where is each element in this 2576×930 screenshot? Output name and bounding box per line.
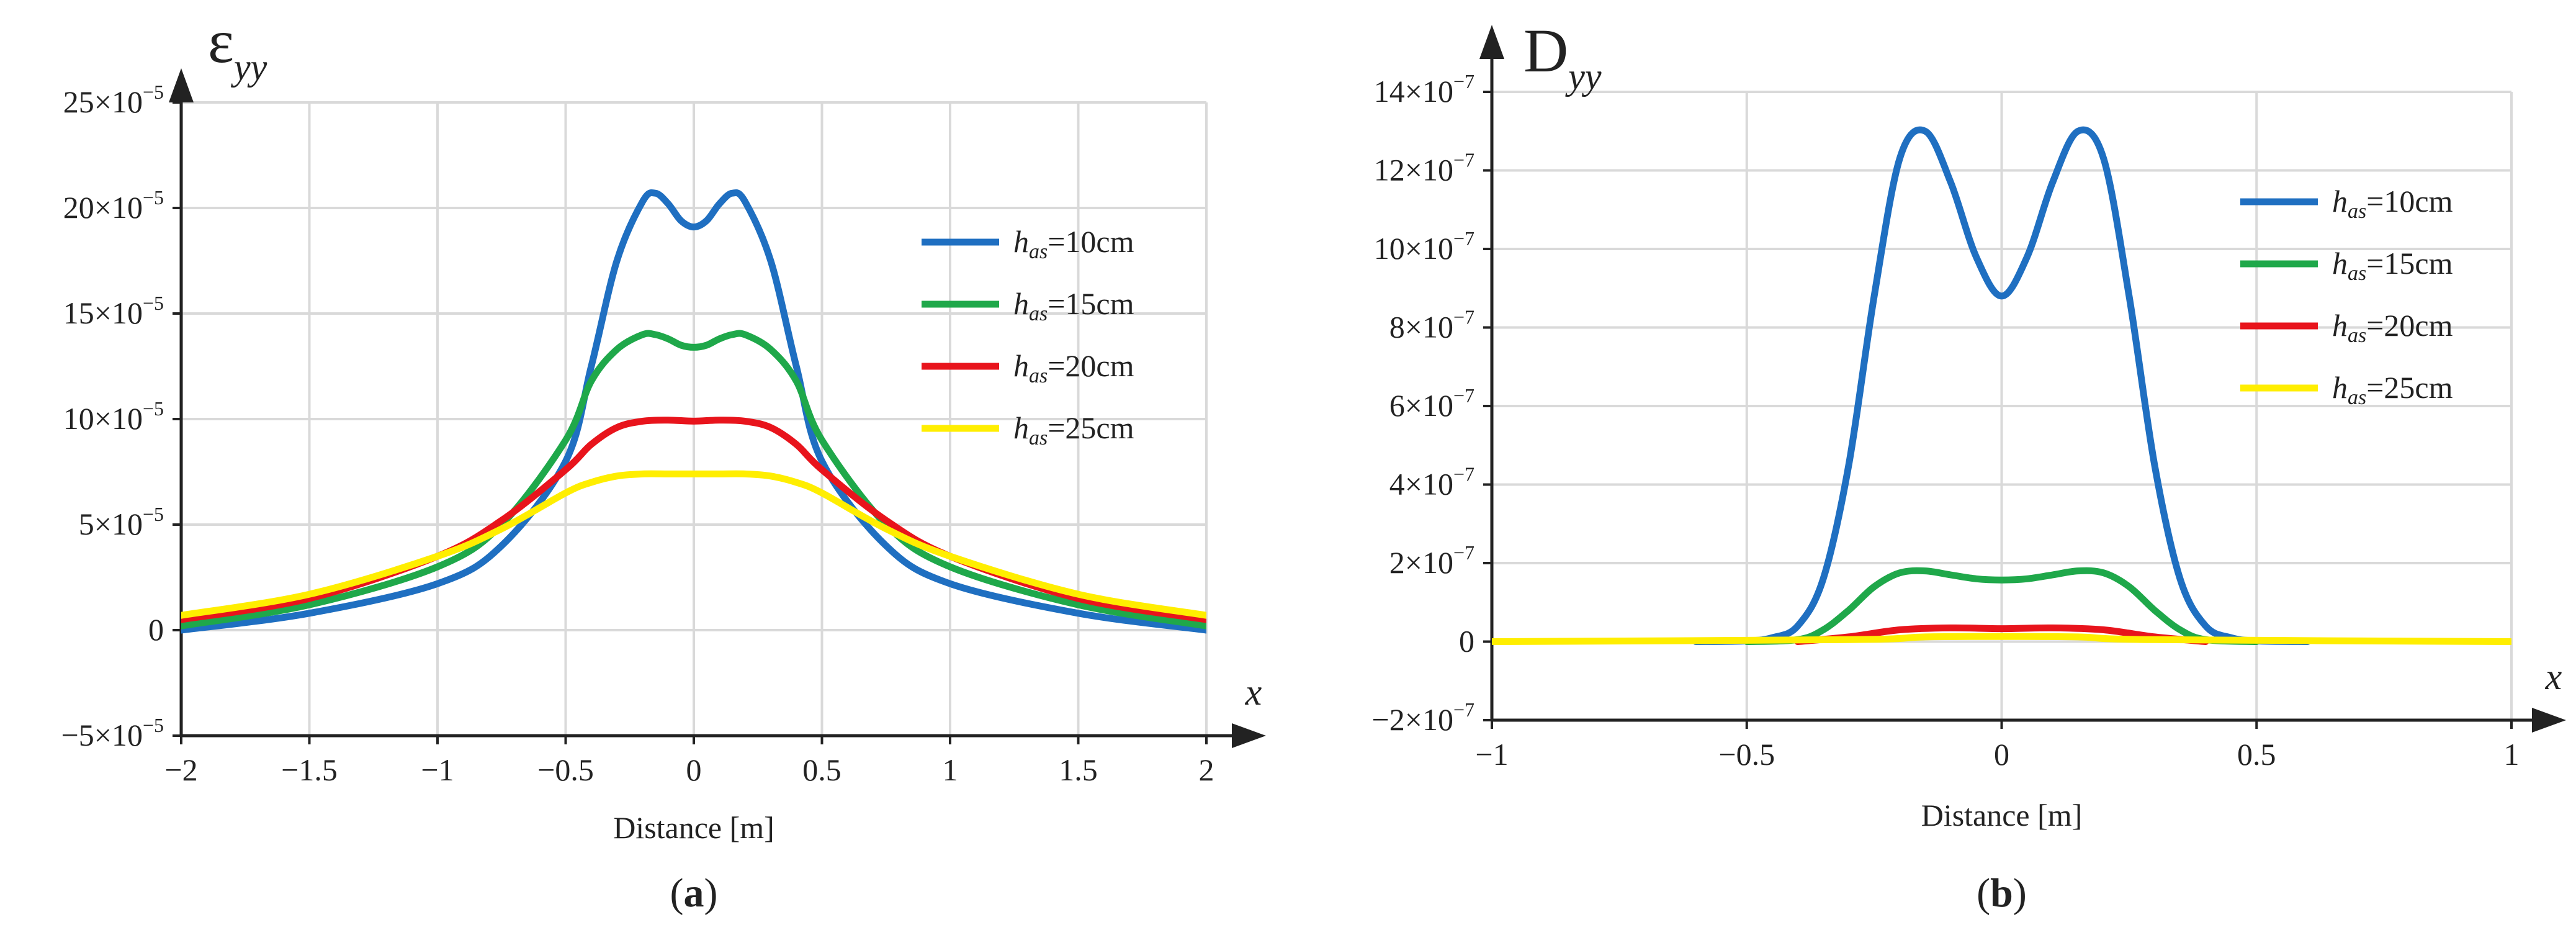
x-tick-label: −1 xyxy=(421,752,454,787)
x-tick-label: −0.5 xyxy=(1718,737,1775,772)
y-tick-label: 0 xyxy=(1459,624,1474,659)
y-axis-arrow xyxy=(169,68,194,102)
x-tick-label: 0 xyxy=(1994,737,2009,772)
panel-label: (b) xyxy=(1977,870,2027,916)
x-tick-label: 1.5 xyxy=(1059,752,1098,787)
legend-label: has=10cm xyxy=(2332,184,2453,223)
legend: has=10cm has=15cm has=20cm has=25cm xyxy=(922,224,1134,449)
y-tick-label: 4×10−7 xyxy=(1389,463,1474,502)
y-tick-label: 8×10−7 xyxy=(1389,306,1474,345)
y-axis-arrow xyxy=(1479,25,1504,59)
plot-area xyxy=(1492,126,2511,645)
x-axis-title: Distance [m] xyxy=(613,810,774,845)
y-tick-label: 20×10−5 xyxy=(63,186,164,225)
y-axis-symbol: εyy xyxy=(208,7,267,88)
x-tick-label: 2 xyxy=(1199,752,1214,787)
x-tick-label: 0 xyxy=(686,752,702,787)
x-axis-arrow-label: x xyxy=(1245,672,1262,713)
legend: has=10cm has=15cm has=20cm has=25cm xyxy=(2240,184,2453,409)
y-tick-label: 25×10−5 xyxy=(63,81,164,119)
y-tick-label: 10×10−7 xyxy=(1374,227,1474,266)
legend-label: has=20cm xyxy=(2332,308,2453,347)
plot-area xyxy=(181,189,1206,634)
y-tick-label: 0 xyxy=(148,612,164,647)
series-line-15cm xyxy=(1743,567,2260,645)
series-line-10cm xyxy=(181,189,1206,634)
y-tick-label: 14×10−7 xyxy=(1374,70,1474,109)
series-line-25cm xyxy=(1492,633,2511,645)
series-line-10cm xyxy=(1692,126,2311,645)
chart-a: −2 −1.5 −1 −0.5 0 0.5 1 1.5 2 −5×10−5 0 5×10−5 10×10… xyxy=(61,7,1266,916)
legend-label: has=20cm xyxy=(1013,348,1134,387)
x-axis-arrow xyxy=(2532,708,2566,733)
y-tick-label: −5×10−5 xyxy=(61,714,164,752)
x-tick-label: 0.5 xyxy=(802,752,841,787)
panel-label: (a) xyxy=(670,870,718,916)
y-tick-label: 6×10−7 xyxy=(1389,384,1474,423)
y-tick-label: 10×10−5 xyxy=(63,397,164,436)
series-line-25cm xyxy=(181,470,1206,619)
legend-label: has=15cm xyxy=(1013,286,1134,325)
series-line-20cm xyxy=(1794,624,2209,645)
x-tick-label: −1.5 xyxy=(281,752,338,787)
y-axis-symbol: Dyy xyxy=(1524,16,1602,97)
legend-label: has=15cm xyxy=(2332,246,2453,285)
legend-label: has=25cm xyxy=(2332,370,2453,409)
x-tick-label: 0.5 xyxy=(2237,737,2276,772)
x-tick-label: 1 xyxy=(943,752,958,787)
y-tick-label: 12×10−7 xyxy=(1374,149,1474,187)
y-tick-label: 2×10−7 xyxy=(1389,541,1474,580)
x-axis-title: Distance [m] xyxy=(1921,798,2083,833)
x-axis-arrow xyxy=(1232,723,1266,748)
y-tick-label: 5×10−5 xyxy=(79,503,164,541)
legend-label: has=25cm xyxy=(1013,410,1134,449)
legend-label: has=10cm xyxy=(1013,224,1134,263)
y-tick-label: −2×10−7 xyxy=(1372,698,1474,737)
x-tick-label: −0.5 xyxy=(537,752,594,787)
y-tick-label: 15×10−5 xyxy=(63,292,164,330)
x-tick-label: −2 xyxy=(164,752,197,787)
x-tick-label: 1 xyxy=(2504,737,2520,772)
chart-b: −1 −0.5 0 0.5 1 −2×10−7 0 2×10−7 4×10−7 6×10−7 8×1… xyxy=(1372,16,2566,916)
x-tick-label: −1 xyxy=(1475,737,1508,772)
x-axis-arrow-label: x xyxy=(2545,656,2562,697)
